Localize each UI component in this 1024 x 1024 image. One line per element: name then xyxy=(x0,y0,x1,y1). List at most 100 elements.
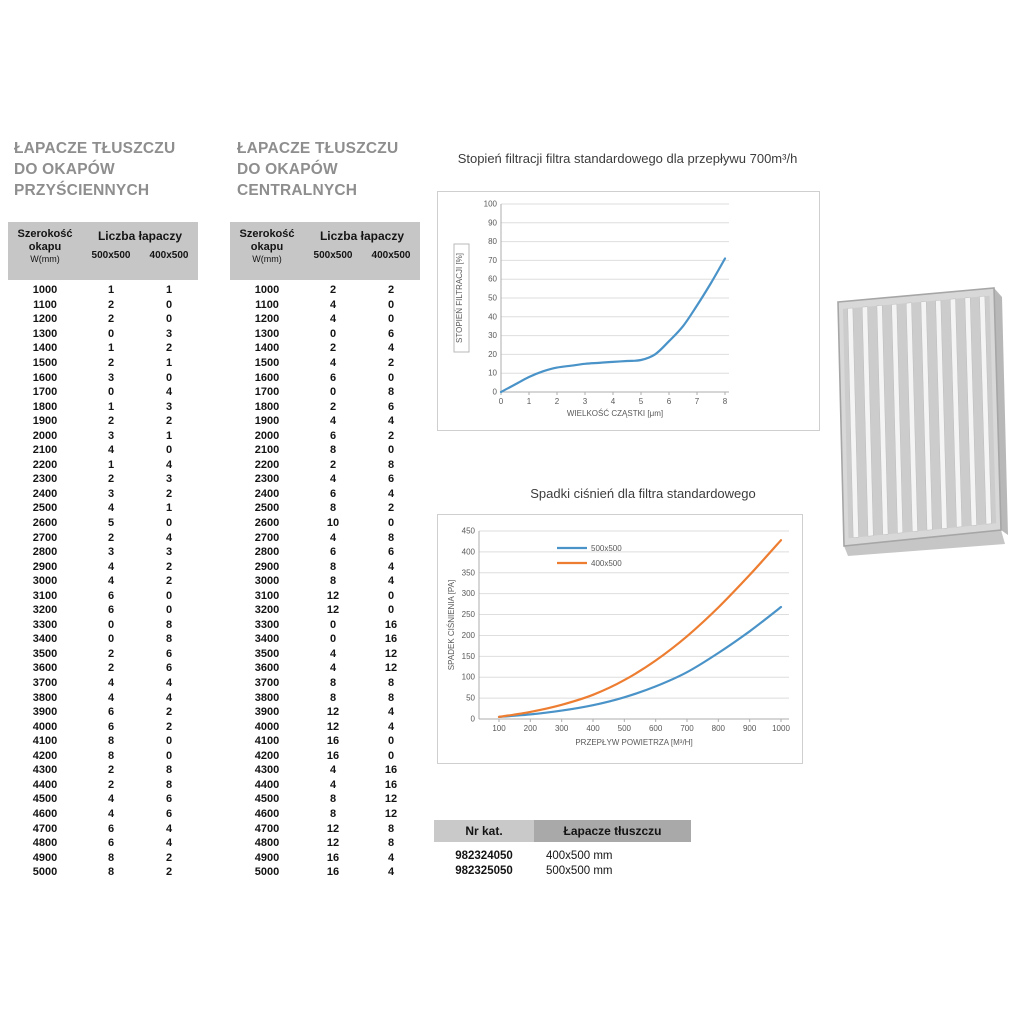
table-row: 2600 10 0 xyxy=(230,516,420,531)
svg-text:60: 60 xyxy=(488,275,497,284)
svg-text:20: 20 xyxy=(488,350,497,359)
table-row: 2100 8 0 xyxy=(230,443,420,458)
table-cell: 6 xyxy=(107,706,115,719)
table-cell: 4700 xyxy=(32,822,58,835)
table-row: 1300 0 6 xyxy=(230,327,420,342)
svg-text:6: 6 xyxy=(667,397,672,406)
table-cell: 4 xyxy=(329,778,337,791)
table-row: 2000 6 2 xyxy=(230,428,420,443)
table-cell: 16 xyxy=(326,866,340,879)
count-column-header: Liczba łapaczy 500x500 400x500 xyxy=(304,222,420,280)
table-row: 3700 4 4 xyxy=(8,676,198,691)
svg-text:3: 3 xyxy=(583,397,588,406)
table-cell: 1600 xyxy=(32,371,58,384)
table-row: 3400 0 8 xyxy=(8,632,198,647)
table-cell: 3500 xyxy=(32,647,58,660)
table-cell: 6 xyxy=(107,604,115,617)
table-cell: 12 xyxy=(326,706,340,719)
table-row: 1700 0 8 xyxy=(230,385,420,400)
table-cell: 2 xyxy=(387,357,395,369)
table-cell: 3800 xyxy=(254,691,280,704)
table-cell: 0 xyxy=(387,604,395,617)
table-row: 2300 4 6 xyxy=(230,472,420,487)
subheader-400x500: 400x500 xyxy=(149,250,189,261)
table-cell: 2 xyxy=(107,662,115,675)
table-cell: 1100 xyxy=(33,298,57,311)
table-cell: 0 xyxy=(165,589,173,602)
svg-text:700: 700 xyxy=(680,724,694,733)
table-cell: 0 xyxy=(107,633,115,646)
table-cell: 4 xyxy=(107,575,115,588)
table-cell: 3200 xyxy=(32,604,58,617)
table-cell: 6 xyxy=(107,837,115,850)
heading-line: ŁAPACZE TŁUSZCZU xyxy=(14,140,176,157)
table-cell: 1400 xyxy=(254,342,280,355)
catalog-table: Nr kat. Łapacze tłuszczu 982324050 400x50… xyxy=(434,820,691,878)
table-cell: 2 xyxy=(107,298,115,311)
table-row: 4800 6 4 xyxy=(8,836,198,851)
table-cell: 12 xyxy=(326,720,340,733)
table-cell: 2000 xyxy=(32,429,58,442)
table-row: 2800 6 6 xyxy=(230,545,420,560)
table-row: 4500 4 6 xyxy=(8,792,198,807)
svg-text:400: 400 xyxy=(586,724,600,733)
table-cell: 8 xyxy=(165,618,173,631)
table-cell: 1500 xyxy=(254,357,280,369)
table-cell: 12 xyxy=(384,807,398,820)
grease-filter-image xyxy=(828,282,1012,560)
table-row: 3100 6 0 xyxy=(8,588,198,603)
table-row: 2100 4 0 xyxy=(8,443,198,458)
table-cell: 4000 xyxy=(32,720,58,733)
table-cell: 4500 xyxy=(32,793,58,806)
table-row: 4600 8 12 xyxy=(230,807,420,822)
table-cell: 2200 xyxy=(254,458,280,471)
svg-text:50: 50 xyxy=(466,694,475,703)
table-row: 3800 4 4 xyxy=(8,690,198,705)
table-cell: 2 xyxy=(165,866,173,879)
table-cell: 1 xyxy=(165,357,173,369)
table-cell: 4 xyxy=(107,502,115,515)
table-cell: 2000 xyxy=(254,429,280,442)
wall-table-body: 1000 1 1 1100 2 0 1200 2 0 1300 0 3 1400 1 2 1500 2 1 1600… xyxy=(8,280,198,879)
table-cell: 2 xyxy=(329,400,337,413)
table-cell: 3 xyxy=(165,546,173,559)
table-cell: 2 xyxy=(107,778,115,791)
table-row: 3200 6 0 xyxy=(8,603,198,618)
table-cell: 4 xyxy=(107,691,115,704)
table-cell: 6 xyxy=(107,822,115,835)
svg-text:1000: 1000 xyxy=(772,724,790,733)
table-cell: 8 xyxy=(329,793,337,806)
table-row: 1300 0 3 xyxy=(8,327,198,342)
table-cell: 3100 xyxy=(254,589,280,602)
table-cell: 4 xyxy=(387,851,395,864)
width-column-header: Szerokość okapu W(mm) xyxy=(8,222,82,280)
table-cell: 3 xyxy=(107,429,115,442)
table-cell: 0 xyxy=(165,749,173,762)
table-cell: 0 xyxy=(107,618,115,631)
table-cell: 4300 xyxy=(32,764,58,777)
table-row: 1600 3 0 xyxy=(8,370,198,385)
table-cell: 2 xyxy=(329,284,337,297)
svg-text:40: 40 xyxy=(488,312,497,321)
table-cell: 0 xyxy=(387,749,395,762)
table-row: 2400 3 2 xyxy=(8,487,198,502)
svg-text:500: 500 xyxy=(618,724,632,733)
table-row: 1000 1 1 xyxy=(8,283,198,298)
table-header: Szerokość okapu W(mm) Liczba łapaczy 500… xyxy=(230,222,420,280)
table-row: 1200 4 0 xyxy=(230,312,420,327)
table-cell: 0 xyxy=(329,633,337,646)
svg-text:450: 450 xyxy=(462,527,476,536)
table-cell: 0 xyxy=(329,386,337,399)
table-cell: 1200 xyxy=(254,313,280,326)
table-cell: 3000 xyxy=(32,575,58,588)
table-cell: 2 xyxy=(107,415,115,428)
table-row: 4200 16 0 xyxy=(230,749,420,764)
table-cell: 2 xyxy=(107,313,115,326)
table-cell: 8 xyxy=(107,866,115,879)
catalog-size: 500x500 mm xyxy=(546,864,613,877)
count-column-header: Liczba łapaczy 500x500 400x500 xyxy=(82,222,198,280)
table-cell: 4 xyxy=(387,706,395,719)
table-cell: 5000 xyxy=(32,866,58,879)
central-hood-table: Szerokość okapu W(mm) Liczba łapaczy 500… xyxy=(230,222,420,879)
central-table-body: 1000 2 2 1100 4 0 1200 4 0 1300 0 6 1400 2 4 1500 4 2 1600… xyxy=(230,280,420,879)
